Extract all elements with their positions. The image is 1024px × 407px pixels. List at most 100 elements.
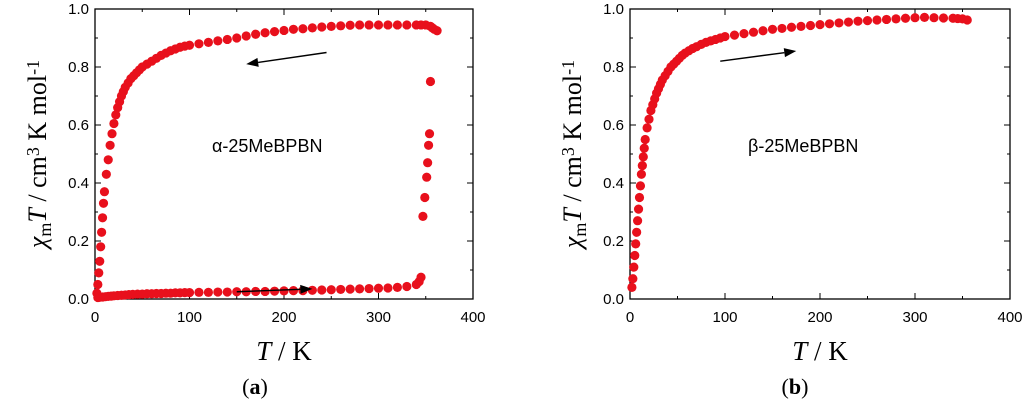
data-point-data	[632, 227, 642, 237]
data-point-heating	[373, 283, 384, 293]
data-point-heating	[420, 192, 430, 203]
data-point-heating	[317, 285, 327, 295]
data-point-cooling	[336, 21, 346, 31]
data-point-heating	[424, 129, 435, 139]
y-tick-label: 0.0	[68, 291, 89, 308]
data-point-data	[720, 31, 730, 42]
data-point-cooling	[241, 31, 251, 41]
y-tick-label: 0.6	[603, 117, 624, 134]
data-point-data	[748, 27, 759, 37]
x-tick-label: 200	[807, 309, 832, 326]
x-tick-label: 400	[997, 309, 1022, 326]
data-point-heating	[260, 286, 270, 297]
compound-label: β-25MeBPBN	[748, 136, 858, 156]
data-point-cooling	[307, 23, 317, 33]
data-point-heating	[184, 288, 195, 298]
x-tick-label: 100	[177, 309, 202, 326]
data-point-cooling	[95, 256, 105, 266]
data-point-cooling	[345, 20, 355, 30]
data-point-data	[872, 15, 882, 25]
data-point-heating	[307, 285, 317, 295]
data-point-heating	[213, 287, 223, 297]
x-tick-label: 200	[271, 309, 296, 326]
data-point-cooling	[373, 20, 384, 30]
data-point-heating	[425, 76, 436, 87]
data-point-cooling	[392, 20, 402, 30]
data-point-data	[636, 169, 647, 179]
data-point-cooling	[107, 129, 117, 139]
data-point-data	[629, 262, 639, 272]
data-point-cooling	[94, 268, 104, 278]
data-point-data	[796, 21, 806, 31]
data-point-data	[635, 181, 646, 191]
data-point-data	[881, 14, 892, 25]
data-point-heating	[222, 287, 232, 297]
data-point-heating	[416, 272, 426, 282]
data-point-heating	[326, 285, 336, 295]
data-point-cooling	[109, 118, 119, 129]
x-tick-label: 300	[366, 309, 391, 326]
data-point-cooling	[213, 36, 223, 46]
panel-caption: (a)	[242, 374, 268, 399]
arrow-head	[300, 284, 313, 294]
data-point-cooling	[279, 25, 289, 36]
y-tick-label: 1.0	[68, 1, 89, 18]
x-axis-label: T / K	[792, 336, 848, 366]
data-point-data	[862, 16, 873, 26]
compound-label: α-25MeBPBN	[212, 136, 322, 156]
data-point-data	[640, 134, 650, 145]
data-point-data	[815, 20, 825, 30]
data-point-cooling	[97, 213, 108, 223]
data-point-data	[642, 123, 652, 133]
data-point-cooling	[402, 20, 412, 30]
arrow-head	[246, 57, 259, 67]
data-point-cooling	[251, 29, 261, 39]
data-point-data	[638, 152, 648, 162]
data-point-heating	[418, 211, 428, 221]
data-point-heating	[355, 284, 365, 294]
data-point-cooling	[288, 24, 299, 34]
data-point-cooling	[326, 21, 336, 31]
y-tick-label: 0.2	[603, 233, 624, 250]
data-point-data	[644, 114, 654, 124]
data-point-cooling	[411, 20, 421, 30]
data-point-cooling	[103, 155, 113, 165]
data-point-data	[919, 12, 930, 23]
data-point-cooling	[105, 140, 115, 150]
data-point-heating	[288, 285, 299, 296]
arrow-line	[257, 51, 327, 64]
data-point-heating	[392, 282, 402, 292]
chart-panel-b: 0 100 200 300 400 0.0 0.2 0.4 0.6 0.8 1.0 β-25MeBPB…	[558, 1, 1023, 399]
data-point-data	[639, 143, 649, 153]
data-point-data	[777, 23, 787, 34]
data-point-cooling	[298, 24, 308, 34]
y-axis-label: χmT / cm3 K mol-1	[23, 60, 56, 251]
data-point-data	[628, 274, 638, 284]
data-point-heating	[336, 284, 346, 295]
y-axis-label: χmT / cm3 K mol-1	[558, 60, 591, 251]
data-point-heating	[203, 287, 213, 297]
data-point-data	[962, 15, 972, 25]
y-tick-label: 0.8	[603, 59, 624, 76]
x-axis-label: T / K	[256, 336, 312, 366]
x-tick-label: 100	[712, 309, 737, 326]
data-point-cooling	[93, 279, 103, 290]
data-point-data	[891, 14, 901, 24]
data-point-data	[910, 13, 920, 23]
data-point-cooling	[99, 187, 110, 197]
data-point-data	[938, 13, 949, 23]
data-point-cooling	[269, 27, 280, 37]
data-point-data	[767, 24, 778, 34]
y-tick-label: 0.6	[68, 117, 89, 134]
data-point-cooling	[355, 20, 365, 30]
arrow-head	[783, 48, 797, 58]
data-point-data	[633, 204, 644, 214]
data-point-cooling	[317, 22, 327, 32]
data-point-heating	[383, 283, 393, 293]
y-tick-label: 0.2	[68, 233, 89, 250]
data-point-cooling	[364, 20, 374, 30]
data-point-data	[630, 250, 640, 261]
data-point-data	[843, 17, 854, 27]
arrow-line	[720, 51, 785, 62]
